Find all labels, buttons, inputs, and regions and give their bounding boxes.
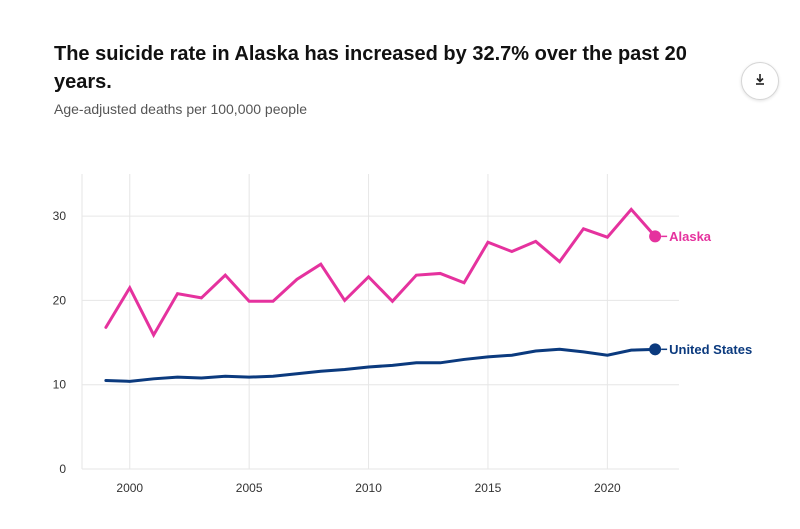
y-tick-label: 20	[53, 293, 67, 307]
x-tick-label: 2005	[236, 481, 263, 495]
y-tick-label: 10	[53, 378, 67, 392]
download-button[interactable]	[741, 62, 779, 100]
x-tick-label: 2015	[475, 481, 502, 495]
end-point-marker	[649, 343, 662, 356]
end-point-marker	[649, 230, 662, 243]
download-icon	[753, 72, 767, 91]
chart-subtitle: Age-adjusted deaths per 100,000 people	[54, 101, 307, 117]
y-tick-label: 30	[53, 209, 67, 223]
series-line-united-states	[104, 347, 657, 383]
series-line-alaska	[104, 207, 657, 339]
series-end-label: United States	[669, 342, 752, 357]
series-end-label: Alaska	[669, 229, 712, 244]
x-tick-label: 2000	[116, 481, 143, 495]
y-tick-label: 0	[59, 462, 66, 476]
x-tick-label: 2010	[355, 481, 382, 495]
x-tick-label: 2020	[594, 481, 621, 495]
chart-title: The suicide rate in Alaska has increased…	[54, 43, 687, 93]
